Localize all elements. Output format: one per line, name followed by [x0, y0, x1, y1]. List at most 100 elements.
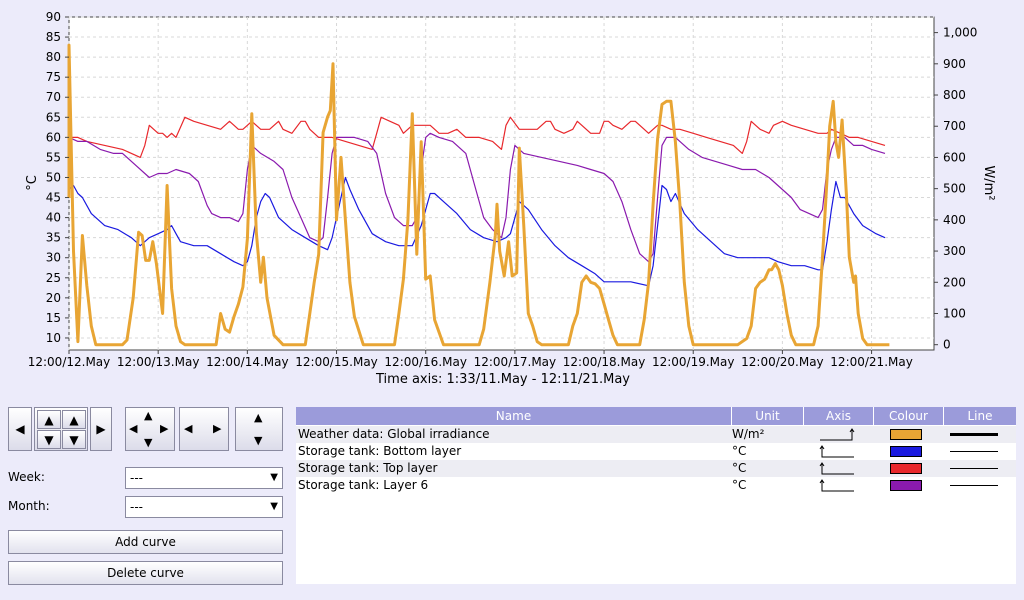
y-right-tick-label: 300: [943, 244, 966, 258]
down-arrow-icon: ▼: [69, 432, 79, 447]
week-select-value: ---: [130, 471, 143, 485]
down-arrow-icon: ▼: [144, 436, 153, 449]
delete-curve-button[interactable]: Delete curve: [8, 561, 283, 585]
y-left-tick-label: 60: [46, 130, 61, 144]
y-left-tick-label: 75: [46, 70, 61, 84]
y-left-tick-label: 55: [46, 150, 61, 164]
y-left-tick-label: 50: [46, 170, 61, 184]
week-select[interactable]: --- ▼: [125, 467, 283, 489]
left-arrow-icon: ◀: [184, 422, 193, 435]
week-label: Week:: [8, 470, 45, 484]
x-tick-label: 12:00/15.May: [295, 355, 378, 369]
y-right-tick-label: 700: [943, 119, 966, 133]
month-select[interactable]: --- ▼: [125, 496, 283, 518]
y-left-tick-label: 15: [46, 311, 61, 325]
grid: [68, 16, 934, 350]
x-tick-label: 12:00/19.May: [652, 355, 735, 369]
y-right-tick-label: 0: [943, 338, 951, 352]
series-layer: [67, 43, 890, 347]
y-left-axis-ticks: 10 15 20 25 30 35 40 45 50 55 60 65 70 75 80 85 90: [46, 10, 69, 345]
colour-swatch[interactable]: [890, 429, 922, 440]
line-style-thin[interactable]: [950, 468, 998, 469]
vertical-scroll-group: ▲ ▲ ▼ ▼: [34, 407, 88, 451]
line-style-thin[interactable]: [950, 451, 998, 452]
colour-swatch[interactable]: [890, 480, 922, 491]
curve-name: Storage tank: Bottom layer: [298, 444, 462, 458]
x-tick-label: 12:00/18.May: [563, 355, 646, 369]
axis-left-icon: [819, 445, 854, 458]
down-arrow-icon: ▼: [254, 434, 263, 447]
y-left-tick-label: 25: [46, 271, 61, 285]
left-arrow-icon: ◀: [129, 422, 138, 435]
y-right-tick-label: 800: [943, 88, 966, 102]
line-chart: 12:00/12.May 12:00/13.May 12:00/14.May 12:0…: [25, 10, 996, 387]
y-right-tick-label: 200: [943, 275, 966, 289]
curve-unit: W/m²: [732, 427, 765, 441]
line-style-thick[interactable]: [950, 433, 998, 436]
x-tick-label: 12:00/17.May: [474, 355, 557, 369]
series-line-storage-tank-bottom-layer: [68, 176, 886, 287]
left-arrow-icon: ◀: [15, 422, 25, 436]
table-row[interactable]: Storage tank: Layer 6 °C: [296, 477, 1016, 494]
x-axis-ticks: 12:00/12.May 12:00/13.May 12:00/14.May 12:0…: [28, 350, 913, 369]
scroll-up-coarse-button[interactable]: ▲: [62, 410, 86, 429]
x-axis-title: Time axis: 1:33/11.May - 12:11/21.May: [375, 372, 630, 387]
y-right-tick-label: 500: [943, 182, 966, 196]
scroll-up-fine-button[interactable]: ▲: [37, 410, 61, 429]
colour-swatch[interactable]: [890, 463, 922, 474]
x-tick-label: 12:00/14.May: [206, 355, 289, 369]
curve-unit: °C: [732, 444, 747, 458]
y-right-tick-label: 600: [943, 150, 966, 164]
right-arrow-icon: ▶: [96, 422, 106, 436]
column-header-colour[interactable]: Colour: [874, 407, 944, 425]
scroll-down-fine-button[interactable]: ▼: [37, 430, 61, 449]
table-row[interactable]: Storage tank: Bottom layer °C: [296, 443, 1016, 460]
plot-area: [68, 16, 935, 351]
y-right-tick-label: 400: [943, 213, 966, 227]
y-left-tick-label: 20: [46, 291, 61, 305]
series-line-storage-tank-top-layer: [68, 116, 886, 158]
table-row[interactable]: Storage tank: Top layer °C: [296, 460, 1016, 477]
zoom-all-button[interactable]: ▲ ▼ ◀ ▶: [125, 407, 175, 451]
right-arrow-icon: ▶: [160, 422, 169, 435]
up-arrow-icon: ▲: [44, 412, 54, 427]
up-arrow-icon: ▲: [144, 409, 153, 422]
axis-left-icon: [819, 462, 854, 475]
column-header-name[interactable]: Name: [296, 407, 732, 425]
down-arrow-icon: ▼: [44, 432, 54, 447]
dropdown-arrow-icon: ▼: [270, 501, 278, 512]
right-arrow-icon: ▶: [213, 422, 222, 435]
y-left-tick-label: 45: [46, 191, 61, 205]
month-label: Month:: [8, 499, 50, 513]
month-select-value: ---: [130, 500, 143, 514]
column-header-unit[interactable]: Unit: [732, 407, 804, 425]
column-header-line[interactable]: Line: [944, 407, 1016, 425]
y-left-tick-label: 80: [46, 50, 61, 64]
curve-unit: °C: [732, 478, 747, 492]
add-curve-button[interactable]: Add curve: [8, 530, 283, 554]
y-left-tick-label: 35: [46, 231, 61, 245]
x-tick-label: 12:00/13.May: [117, 355, 200, 369]
scroll-right-button[interactable]: ▶: [90, 407, 112, 451]
y-left-tick-label: 70: [46, 90, 61, 104]
y-right-axis-title: W/m²: [981, 165, 996, 200]
column-header-axis[interactable]: Axis: [804, 407, 874, 425]
y-right-tick-label: 1,000: [943, 26, 977, 40]
y-left-tick-label: 40: [46, 211, 61, 225]
table-row[interactable]: Weather data: Global irradiance W/m²: [296, 426, 1016, 443]
y-left-tick-label: 85: [46, 30, 61, 44]
curve-table: Name Unit Axis Colour Line Weather data:…: [296, 407, 1016, 584]
x-tick-label: 12:00/16.May: [384, 355, 467, 369]
scroll-left-button[interactable]: ◀: [8, 407, 32, 451]
curve-unit: °C: [732, 461, 747, 475]
up-arrow-icon: ▲: [69, 412, 79, 427]
line-style-thin[interactable]: [950, 485, 998, 486]
scroll-down-coarse-button[interactable]: ▼: [62, 430, 86, 449]
zoom-horizontal-button[interactable]: ◀ ▶: [179, 407, 229, 451]
x-tick-label: 12:00/20.May: [741, 355, 824, 369]
zoom-vertical-button[interactable]: ▲ ▼: [235, 407, 283, 451]
curve-name: Storage tank: Layer 6: [298, 478, 429, 492]
series-line-storage-tank-layer-6: [68, 132, 886, 263]
y-left-tick-label: 90: [46, 10, 61, 24]
colour-swatch[interactable]: [890, 446, 922, 457]
